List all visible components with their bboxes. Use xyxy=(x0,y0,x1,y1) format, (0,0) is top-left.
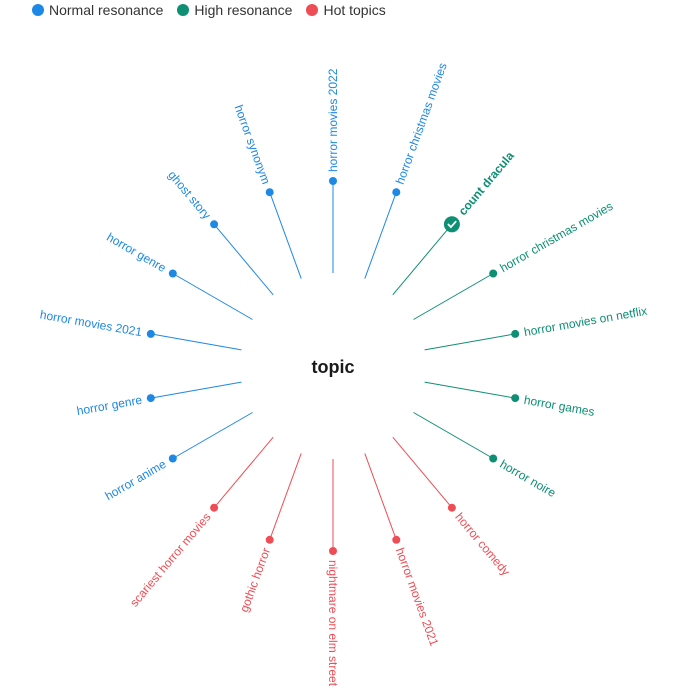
spoke-line xyxy=(424,381,516,399)
keyword-label[interactable]: horror christmas movies xyxy=(393,61,450,186)
keyword-node-dot[interactable] xyxy=(210,220,219,229)
keyword-label[interactable]: scariest horror movies xyxy=(127,510,214,609)
spoke-line xyxy=(269,192,302,279)
check-icon xyxy=(447,220,457,229)
center-topic-label: topic xyxy=(312,357,355,377)
keyword-node-dot[interactable] xyxy=(168,454,177,463)
keyword-spoke[interactable]: horror christmas movies xyxy=(413,199,616,320)
keyword-spoke[interactable]: horror movies 2022 xyxy=(326,68,340,273)
legend-item-hot[interactable]: Hot topics xyxy=(306,2,386,18)
keyword-label[interactable]: horror synonym xyxy=(232,103,274,186)
spoke-line xyxy=(424,333,516,351)
keyword-spoke[interactable]: ghost story xyxy=(165,168,274,296)
keyword-label[interactable]: count dracula xyxy=(456,149,518,219)
keyword-node-dot[interactable] xyxy=(265,535,274,544)
legend-item-high[interactable]: High resonance xyxy=(177,2,292,18)
keyword-spoke[interactable]: horror games xyxy=(424,381,596,419)
spoke-line xyxy=(269,453,302,540)
keyword-node-dot[interactable] xyxy=(265,188,274,197)
keyword-label[interactable]: horror anime xyxy=(103,457,169,503)
keyword-label[interactable]: horror movies 2022 xyxy=(326,68,340,172)
legend-label: High resonance xyxy=(194,2,293,18)
keyword-spoke[interactable]: horror synonym xyxy=(232,103,302,279)
keyword-spoke[interactable]: nightmare on elm street xyxy=(326,459,340,687)
keyword-spoke[interactable]: horror movies on netflix xyxy=(424,304,649,351)
keyword-node-dot[interactable] xyxy=(392,188,401,197)
legend-item-normal[interactable]: Normal resonance xyxy=(32,2,163,18)
spoke-line xyxy=(364,453,397,540)
keyword-spoke[interactable]: horror movies 2021 xyxy=(39,307,242,351)
keyword-label[interactable]: horror movies on netflix xyxy=(523,304,648,339)
spoke-line xyxy=(213,223,274,296)
keyword-node-dot[interactable] xyxy=(511,329,520,338)
spoke-line xyxy=(150,381,242,399)
keyword-spoke[interactable]: horror christmas movies xyxy=(364,61,450,279)
legend-label: Normal resonance xyxy=(49,2,164,18)
spoke-line xyxy=(413,412,494,459)
spoke-line xyxy=(172,412,253,459)
keyword-label[interactable]: horror movies 2021 xyxy=(393,546,442,648)
legend-dot-hot xyxy=(306,4,319,16)
keyword-label[interactable]: gothic horror xyxy=(237,546,273,614)
keyword-node-dot[interactable] xyxy=(489,269,498,278)
keyword-label[interactable]: ghost story xyxy=(165,168,213,222)
keyword-label[interactable]: horror comedy xyxy=(452,510,512,578)
legend-dot-high xyxy=(177,4,190,16)
keyword-label[interactable]: nightmare on elm street xyxy=(326,560,340,687)
keyword-node-dot[interactable] xyxy=(329,547,337,555)
keyword-node-dot[interactable] xyxy=(168,269,177,278)
keyword-spoke[interactable]: horror movies 2021 xyxy=(364,453,442,648)
featured-node-icon[interactable] xyxy=(443,216,460,233)
legend-dot-normal xyxy=(32,4,44,16)
legend-label: Hot topics xyxy=(323,2,386,18)
keyword-label[interactable]: horror christmas movies xyxy=(498,199,616,275)
spoke-line xyxy=(413,273,494,320)
keyword-label[interactable]: horror genre xyxy=(104,230,168,275)
spoke-line xyxy=(150,333,242,351)
spoke-line xyxy=(364,192,397,279)
keyword-label[interactable]: horror genre xyxy=(76,393,144,418)
keyword-label[interactable]: horror movies 2021 xyxy=(39,307,144,339)
spoke-line xyxy=(392,436,453,509)
keyword-spoke[interactable]: gothic horror xyxy=(237,453,302,614)
keyword-node-dot[interactable] xyxy=(489,454,498,463)
spoke-line xyxy=(392,223,453,296)
spoke-line xyxy=(213,436,274,509)
keyword-node-dot[interactable] xyxy=(392,535,401,544)
keyword-node-dot[interactable] xyxy=(146,329,155,338)
spoke-line xyxy=(172,273,253,320)
keyword-label[interactable]: horror noire xyxy=(498,457,559,500)
keyword-node-dot[interactable] xyxy=(146,394,155,403)
legend: Normal resonance High resonance Hot topi… xyxy=(32,2,386,18)
keyword-node-dot[interactable] xyxy=(447,503,456,512)
keyword-node-dot[interactable] xyxy=(210,503,219,512)
keyword-label[interactable]: horror games xyxy=(523,393,596,419)
keyword-node-dot[interactable] xyxy=(511,394,520,403)
keyword-spoke[interactable]: horror genre xyxy=(76,381,242,418)
keyword-node-dot[interactable] xyxy=(329,177,337,185)
